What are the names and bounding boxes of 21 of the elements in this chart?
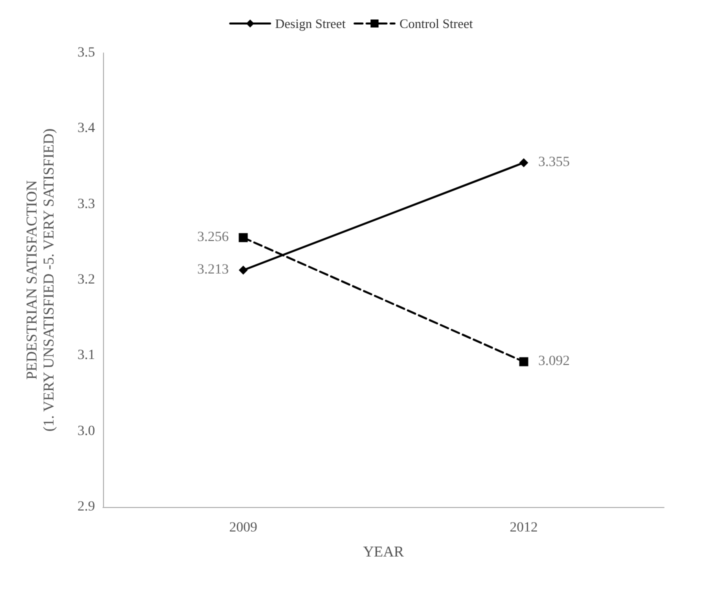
legend-label: Control Street — [400, 16, 474, 31]
legend-label: Design Street — [275, 16, 346, 31]
y-tick-label: 3.3 — [78, 196, 95, 212]
y-tick-label: 3.5 — [78, 46, 95, 60]
y-tick-label: 3.4 — [78, 121, 95, 136]
data-label: 3.092 — [538, 354, 570, 370]
y-tick-label: 3.1 — [78, 348, 95, 364]
x-tick-label: 2009 — [229, 520, 258, 536]
point — [519, 158, 528, 168]
y-tick-label: 3.0 — [78, 424, 95, 439]
y-tick-label: 2.9 — [78, 500, 95, 514]
x-axis-title: YEAR — [363, 544, 404, 560]
point — [238, 266, 248, 275]
data-label: 3.213 — [197, 262, 229, 278]
point — [238, 233, 248, 242]
x-tick-label: 2012 — [510, 520, 538, 536]
y-tick-label: 3.2 — [78, 272, 95, 288]
data-label: 3.355 — [538, 155, 570, 170]
y-axis-title: PEDESTRIAN SATISFACTION (1. VERY UNSATISFIED -5. VERY SATISFIED) — [24, 128, 58, 432]
data-label: 3.256 — [197, 230, 229, 246]
point — [519, 357, 528, 366]
